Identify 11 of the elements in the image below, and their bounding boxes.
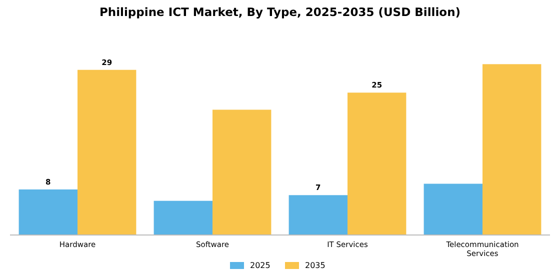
bar [78,70,136,235]
bar [348,92,406,235]
bar [482,64,542,235]
legend-label: 2035 [305,261,326,270]
chart-title: Philippine ICT Market, By Type, 2025-2035 (USD Billion) [99,5,461,19]
legend-label: 2025 [250,261,270,270]
bar [154,200,212,235]
bar [18,189,78,235]
bar [288,195,348,235]
bar [212,110,272,235]
bar [424,184,482,235]
